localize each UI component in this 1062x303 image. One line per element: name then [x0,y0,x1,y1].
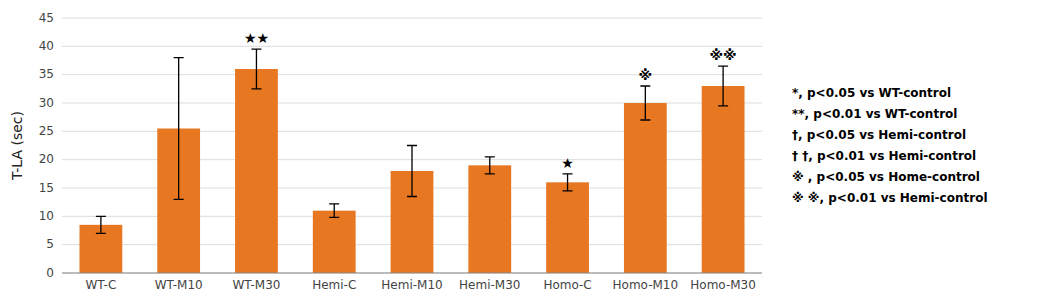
bars [80,49,745,273]
x-tick-label: Hemi-C [312,278,356,292]
note: ※ ※, p<0.01 vs Hemi-control [792,191,988,205]
note: † †, p<0.01 vs Hemi-control [792,149,976,163]
chart: 0 5 10 15 20 25 30 35 40 45 T-LA (sec) WT-C WT-M10 WT… [0,0,1062,303]
x-tick-label: WT-C [85,278,116,292]
error-bar [563,174,573,191]
x-tick-label: Hemi-M10 [381,278,442,292]
x-tick-label: Homo-M30 [690,278,756,292]
bar [235,69,278,273]
error-bar [407,146,417,197]
note: ※ , p<0.05 vs Home-control [792,170,980,184]
error-bar [96,216,106,233]
error-bar [718,66,728,106]
y-tick-label: 15 [39,181,54,195]
grid-line [62,46,762,47]
note: *, p<0.05 vs WT-control [792,86,951,100]
y-tick-label: 45 [39,11,54,25]
y-tick-label: 40 [39,39,54,53]
y-tick-label: 25 [39,124,54,138]
grid-line [62,273,762,274]
y-axis-label: T-LA (sec) [9,111,25,181]
bar [546,182,589,273]
y-tick-label: 35 [39,67,54,81]
bar [624,103,667,273]
x-tick-label: Homo-C [543,278,591,292]
y-tick-label: 30 [39,96,54,110]
annotation: ※ [639,67,653,83]
x-tick-label: Homo-M10 [613,278,679,292]
error-bar [329,204,339,218]
grid-line [62,18,762,19]
y-tick-label: 10 [39,209,54,223]
grid-line [62,74,762,75]
error-bar [640,86,650,120]
note: †, p<0.05 vs Hemi-control [792,128,966,142]
annotation: ★★ [244,30,269,46]
error-bar [174,58,184,200]
grid [62,18,762,273]
bar [468,165,511,273]
annotation: ※※ [709,47,736,63]
y-tick-label: 20 [39,152,54,166]
y-tick-label: 0 [46,266,54,280]
y-tick-label: 5 [46,237,54,251]
x-axis-line [62,273,762,274]
error-bar [251,49,261,89]
bar [702,86,745,273]
note: **, p<0.01 vs WT-control [792,107,957,121]
x-tick-label: Hemi-M30 [459,278,520,292]
error-bar [485,157,495,174]
bar [313,211,356,273]
x-tick-label: WT-M10 [155,278,203,292]
annotation: ★ [561,155,574,171]
x-tick-label: WT-M30 [232,278,280,292]
